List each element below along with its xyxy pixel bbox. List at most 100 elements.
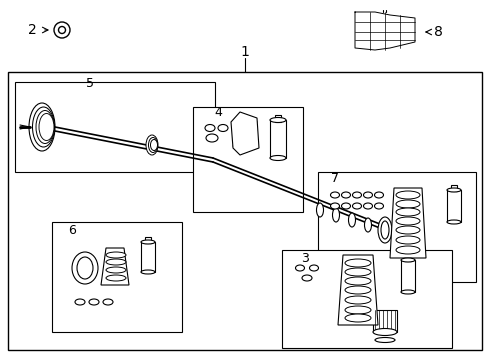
Ellipse shape <box>396 191 420 199</box>
Ellipse shape <box>342 192 350 198</box>
Ellipse shape <box>352 203 362 209</box>
Text: 7: 7 <box>331 171 339 185</box>
Ellipse shape <box>399 247 417 253</box>
Ellipse shape <box>396 226 420 234</box>
Ellipse shape <box>399 210 417 216</box>
Bar <box>145 237 151 243</box>
Ellipse shape <box>36 111 54 144</box>
Bar <box>8 72 482 350</box>
Ellipse shape <box>148 138 157 153</box>
Text: 1: 1 <box>241 45 249 59</box>
Ellipse shape <box>381 221 389 239</box>
Ellipse shape <box>32 107 54 147</box>
Ellipse shape <box>205 125 215 131</box>
Ellipse shape <box>106 267 126 273</box>
Ellipse shape <box>401 290 415 294</box>
Ellipse shape <box>345 314 371 322</box>
Ellipse shape <box>345 306 371 314</box>
Ellipse shape <box>399 192 417 198</box>
Text: 3: 3 <box>301 252 309 265</box>
Ellipse shape <box>396 208 420 216</box>
Circle shape <box>58 27 66 33</box>
Bar <box>270 120 286 158</box>
Ellipse shape <box>106 275 124 282</box>
Ellipse shape <box>106 252 126 258</box>
Ellipse shape <box>396 236 420 244</box>
Ellipse shape <box>141 240 155 244</box>
Ellipse shape <box>218 125 228 131</box>
Ellipse shape <box>89 299 99 305</box>
Ellipse shape <box>233 135 257 141</box>
Ellipse shape <box>378 217 392 243</box>
Ellipse shape <box>106 275 126 281</box>
Ellipse shape <box>317 203 323 217</box>
Ellipse shape <box>233 126 257 134</box>
Ellipse shape <box>396 217 420 225</box>
Bar <box>193 107 303 212</box>
Ellipse shape <box>206 134 218 142</box>
Polygon shape <box>231 112 259 155</box>
Ellipse shape <box>233 118 257 126</box>
Ellipse shape <box>396 200 420 208</box>
Ellipse shape <box>146 135 158 155</box>
Ellipse shape <box>29 103 55 151</box>
Bar <box>401 260 415 292</box>
Ellipse shape <box>77 257 93 279</box>
Ellipse shape <box>447 220 461 224</box>
Ellipse shape <box>447 188 461 192</box>
Ellipse shape <box>345 259 371 267</box>
Text: 4: 4 <box>214 105 222 118</box>
Bar <box>447 190 461 222</box>
Ellipse shape <box>270 156 286 161</box>
Ellipse shape <box>330 203 340 209</box>
Ellipse shape <box>352 192 362 198</box>
Ellipse shape <box>399 238 417 244</box>
Bar <box>275 115 281 122</box>
Ellipse shape <box>345 296 371 304</box>
Ellipse shape <box>364 192 372 198</box>
Polygon shape <box>390 188 426 258</box>
Text: 5: 5 <box>86 77 94 90</box>
Ellipse shape <box>106 252 124 258</box>
Ellipse shape <box>349 278 367 284</box>
Ellipse shape <box>295 265 304 271</box>
Ellipse shape <box>75 299 85 305</box>
Bar <box>141 242 155 272</box>
Ellipse shape <box>106 260 124 266</box>
Ellipse shape <box>106 259 126 265</box>
Ellipse shape <box>333 208 340 222</box>
Ellipse shape <box>396 246 420 254</box>
Ellipse shape <box>302 275 312 281</box>
Bar <box>282 250 452 348</box>
Ellipse shape <box>349 315 367 321</box>
Ellipse shape <box>375 338 395 342</box>
Bar <box>451 185 457 191</box>
Ellipse shape <box>141 270 155 274</box>
Ellipse shape <box>374 192 384 198</box>
Text: 6: 6 <box>68 224 76 237</box>
Ellipse shape <box>349 287 367 293</box>
Ellipse shape <box>364 203 372 209</box>
Ellipse shape <box>399 201 417 207</box>
Ellipse shape <box>348 213 356 227</box>
Ellipse shape <box>150 140 157 150</box>
Ellipse shape <box>310 265 318 271</box>
Bar <box>318 172 476 282</box>
Ellipse shape <box>399 219 417 225</box>
Polygon shape <box>101 248 129 285</box>
Polygon shape <box>338 255 378 325</box>
Text: 8: 8 <box>434 25 442 39</box>
Ellipse shape <box>399 229 417 235</box>
Ellipse shape <box>342 203 350 209</box>
Ellipse shape <box>345 286 371 294</box>
Bar <box>52 222 182 332</box>
Ellipse shape <box>349 306 367 314</box>
Ellipse shape <box>345 277 371 285</box>
Ellipse shape <box>103 299 113 305</box>
Ellipse shape <box>373 328 397 336</box>
Ellipse shape <box>349 260 367 266</box>
Ellipse shape <box>330 192 340 198</box>
Ellipse shape <box>374 203 384 209</box>
Ellipse shape <box>72 252 98 284</box>
Ellipse shape <box>401 258 415 262</box>
